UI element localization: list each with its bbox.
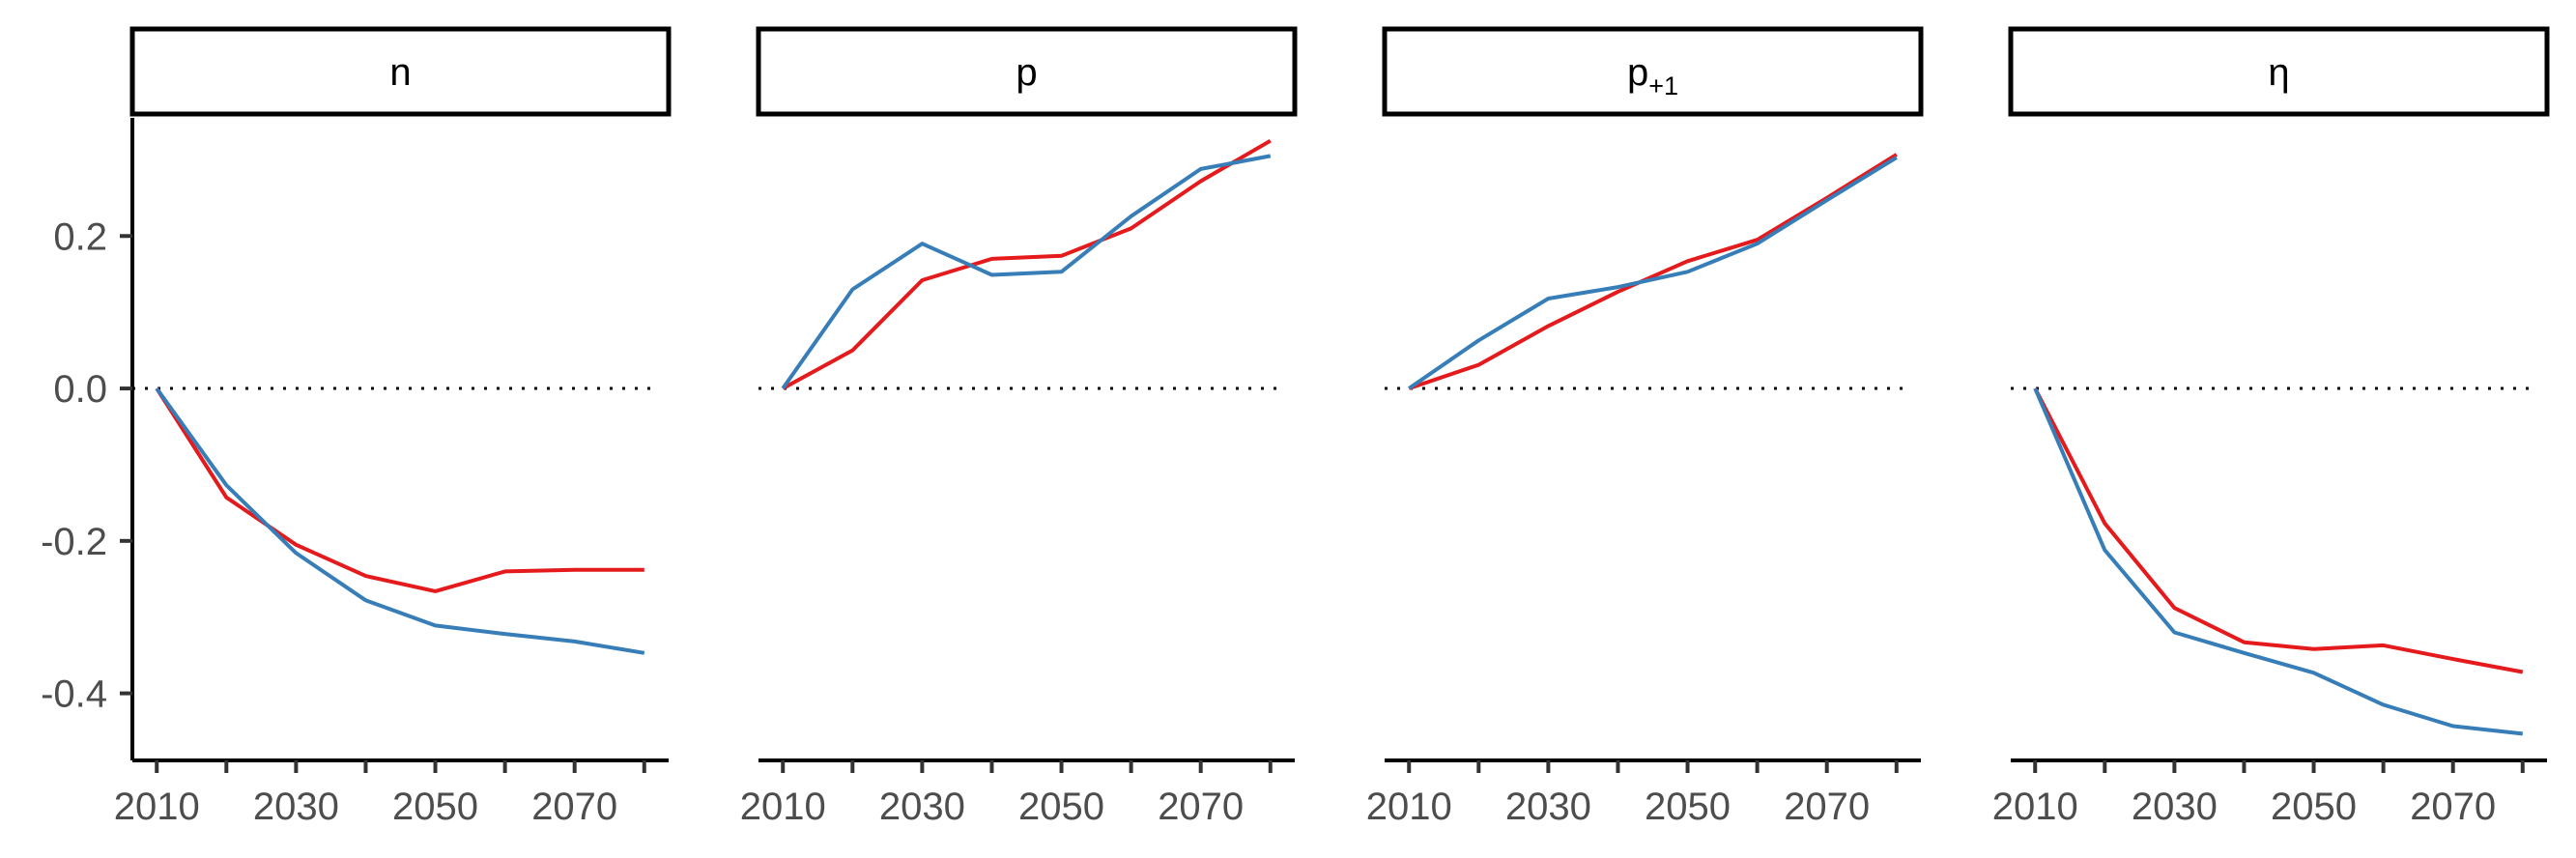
facet-strip: p+1 (1382, 26, 1924, 117)
x-tick-label: 2070 (2410, 786, 2496, 828)
series-line-2 (155, 386, 645, 655)
facet-panel-1: n 2010 2030 2050 2070 0.2 0.0 -0.2 -0.4 (41, 26, 672, 828)
facet-strip-label: p (1016, 51, 1037, 94)
x-tick-label: 2050 (1018, 786, 1104, 828)
facet-strip: n (129, 26, 672, 117)
y-tick-label: 0.2 (53, 215, 107, 258)
facet-strip-box (1382, 26, 1924, 117)
y-tick-label: 0.0 (53, 368, 107, 411)
x-tick-label: 2030 (2132, 786, 2218, 828)
facet-strip-label-main: n (389, 51, 411, 94)
series-line-1 (1408, 153, 1898, 390)
facet-strip-box (129, 26, 672, 117)
x-tick-label: 2050 (392, 786, 478, 828)
series-line-1 (2033, 387, 2524, 674)
facet-strip-label-subscript: +1 (1648, 72, 1678, 100)
facet-strip-label-main: p (1627, 51, 1648, 94)
facet-panel-4: η 2010 2030 2050 2070 (1992, 26, 2550, 828)
facet-strip-label-main: p (1016, 51, 1037, 94)
series-line-2 (1408, 156, 1898, 390)
x-tick-label: 2010 (1366, 786, 1452, 828)
facet-strip: p (756, 26, 1298, 117)
y-tick-label: -0.4 (41, 673, 107, 716)
y-tick-label: -0.2 (41, 521, 107, 563)
x-tick-label: 2010 (740, 786, 826, 828)
x-tick-label: 2030 (253, 786, 339, 828)
x-tick-label: 2070 (1158, 786, 1244, 828)
facet-panel-2: p 2010 2030 2050 2070 (740, 26, 1298, 828)
facet-strip-box (756, 26, 1298, 117)
facet-panel-3: p+1 2010 2030 2050 2070 (1366, 26, 1924, 828)
series-line-2 (2033, 387, 2524, 736)
x-tick-label: 2030 (879, 786, 965, 828)
facet-strip-label-main: η (2268, 51, 2289, 94)
series-line-2 (781, 154, 1272, 390)
x-tick-label: 2050 (2271, 786, 2357, 828)
facet-strip-label: p+1 (1627, 51, 1678, 100)
x-tick-label: 2050 (1645, 786, 1731, 828)
x-tick-label: 2010 (1992, 786, 2078, 828)
x-tick-label: 2010 (114, 786, 200, 828)
x-tick-label: 2030 (1505, 786, 1591, 828)
facet-strip-label: η (2268, 51, 2289, 94)
facet-strip-box (2008, 26, 2550, 117)
series-line-1 (782, 138, 1272, 390)
x-tick-label: 2070 (531, 786, 617, 828)
facet-strip: η (2008, 26, 2550, 117)
x-tick-label: 2070 (1784, 786, 1870, 828)
facet-strip-label: n (389, 51, 411, 94)
series-line-1 (155, 386, 644, 593)
